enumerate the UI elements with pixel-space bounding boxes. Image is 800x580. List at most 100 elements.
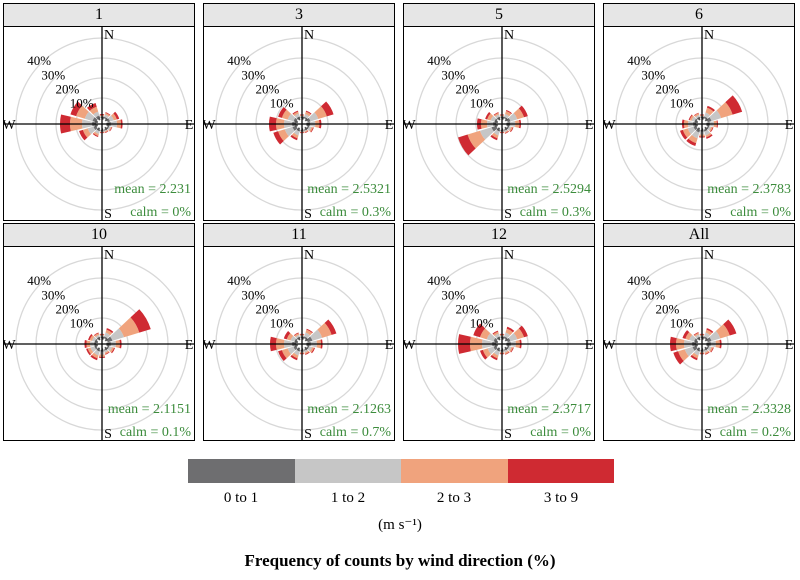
ring-label: 10% — [70, 316, 94, 331]
wind-sector — [689, 115, 694, 121]
compass-label: N — [504, 248, 514, 263]
compass-label: N — [704, 28, 714, 43]
mean-label: mean = 2.3717 — [507, 402, 591, 417]
wind-sector — [486, 333, 496, 342]
wind-sector — [680, 129, 688, 140]
wind-sector — [705, 329, 713, 336]
legend-label: 2 to 3 — [436, 490, 472, 506]
panel-12: 12 10%20%30%40% N E S Wmean = 2.3717 calm = 0… — [403, 223, 595, 441]
ring-label: 40% — [427, 53, 451, 68]
compass-label: N — [304, 248, 314, 263]
wind-sector — [291, 132, 299, 139]
wind-sector — [310, 127, 314, 133]
compass-label: W — [204, 118, 216, 133]
wind-sector — [278, 350, 287, 362]
wind-sector — [458, 134, 476, 156]
ring-label: 40% — [27, 273, 51, 288]
wind-sector — [518, 325, 528, 338]
speed-legend — [188, 459, 614, 483]
calm-label: calm = 0.3% — [320, 205, 392, 220]
compass-label: E — [385, 338, 394, 353]
wind-sector — [506, 326, 515, 333]
wind-sector — [105, 329, 113, 336]
legend-swatch-3-9 — [508, 459, 614, 483]
wind-sector — [505, 351, 510, 355]
compass-label: E — [185, 338, 194, 353]
wind-sector — [82, 128, 92, 138]
wind-rose: 10%20%30%40% N E S Wmean = 2.3783 calm = 0% — [604, 26, 794, 220]
wind-sector — [682, 330, 690, 339]
wind-sector — [93, 332, 99, 336]
wind-sector — [290, 354, 298, 361]
compass-label: N — [304, 28, 314, 43]
wind-sector — [317, 322, 332, 338]
legend-swatch-0-1 — [188, 459, 295, 483]
wind-sector — [494, 112, 500, 117]
wind-sector — [504, 131, 509, 134]
wind-sector — [695, 334, 700, 339]
wind-sector — [494, 333, 500, 339]
mean-label: mean = 2.3328 — [707, 402, 791, 417]
ring-label: 10% — [670, 316, 694, 331]
mean-label: mean = 2.231 — [114, 182, 191, 197]
compass-label: W — [404, 118, 416, 133]
wind-sector — [693, 349, 700, 356]
wind-sector — [510, 127, 514, 133]
compass-label: E — [385, 118, 394, 133]
compass-label: S — [104, 427, 112, 440]
wind-sector — [490, 354, 498, 361]
wind-sector — [505, 110, 512, 117]
wind-sector — [305, 329, 313, 336]
wind-sector — [111, 113, 117, 121]
wind-sector — [693, 112, 699, 116]
compass-label: E — [585, 118, 594, 133]
ring-label: 30% — [641, 287, 665, 302]
wind-sector — [109, 347, 115, 353]
legend-label: 0 to 1 — [223, 490, 259, 506]
wind-sector — [310, 329, 323, 341]
ring-label: 40% — [227, 273, 251, 288]
wind-sector — [504, 350, 510, 355]
wind-sector — [480, 127, 494, 140]
wind-sector — [508, 333, 518, 342]
wind-sector — [513, 108, 524, 120]
ring-label: 20% — [656, 301, 680, 316]
wind-sector — [710, 347, 714, 353]
ring-label: 30% — [441, 287, 465, 302]
wind-sector — [293, 111, 299, 116]
wind-sector — [89, 335, 95, 341]
wind-sector — [76, 105, 89, 119]
wind-sector — [293, 349, 300, 356]
compass-label: N — [504, 28, 514, 43]
wind-sector — [467, 130, 486, 149]
wind-sector — [91, 336, 97, 342]
wind-sector — [495, 114, 500, 119]
wind-sector — [507, 126, 512, 131]
wind-sector — [283, 331, 291, 340]
compass-label: S — [304, 427, 312, 440]
wind-sector — [307, 126, 312, 131]
wind-sector — [86, 102, 97, 111]
wind-sector — [491, 352, 499, 359]
chart-caption: Frequency of counts by wind direction (%… — [244, 551, 556, 570]
wind-sector — [281, 109, 292, 120]
ring-label: 40% — [627, 53, 651, 68]
wind-sector — [110, 328, 124, 341]
wind-sector — [490, 134, 498, 141]
wind-sector — [709, 110, 722, 122]
legend-unit: (m s⁻¹) — [378, 517, 422, 533]
panel-all: All 10%20%30%40% N E S Wmean = 2.3328 calm = … — [603, 223, 795, 441]
ring-label: 20% — [56, 81, 80, 96]
wind-sector — [309, 126, 314, 132]
mean-label: mean = 2.1151 — [108, 402, 191, 417]
wind-sector — [278, 129, 289, 142]
compass-label: E — [185, 118, 194, 133]
compass-label: W — [404, 338, 416, 353]
wind-sector — [314, 106, 327, 120]
compass-label: E — [785, 338, 794, 353]
wind-sector — [292, 125, 298, 131]
wind-sector — [706, 328, 714, 334]
wind-sector — [490, 115, 497, 122]
wind-sector — [90, 354, 98, 361]
compass-label: W — [4, 118, 16, 133]
